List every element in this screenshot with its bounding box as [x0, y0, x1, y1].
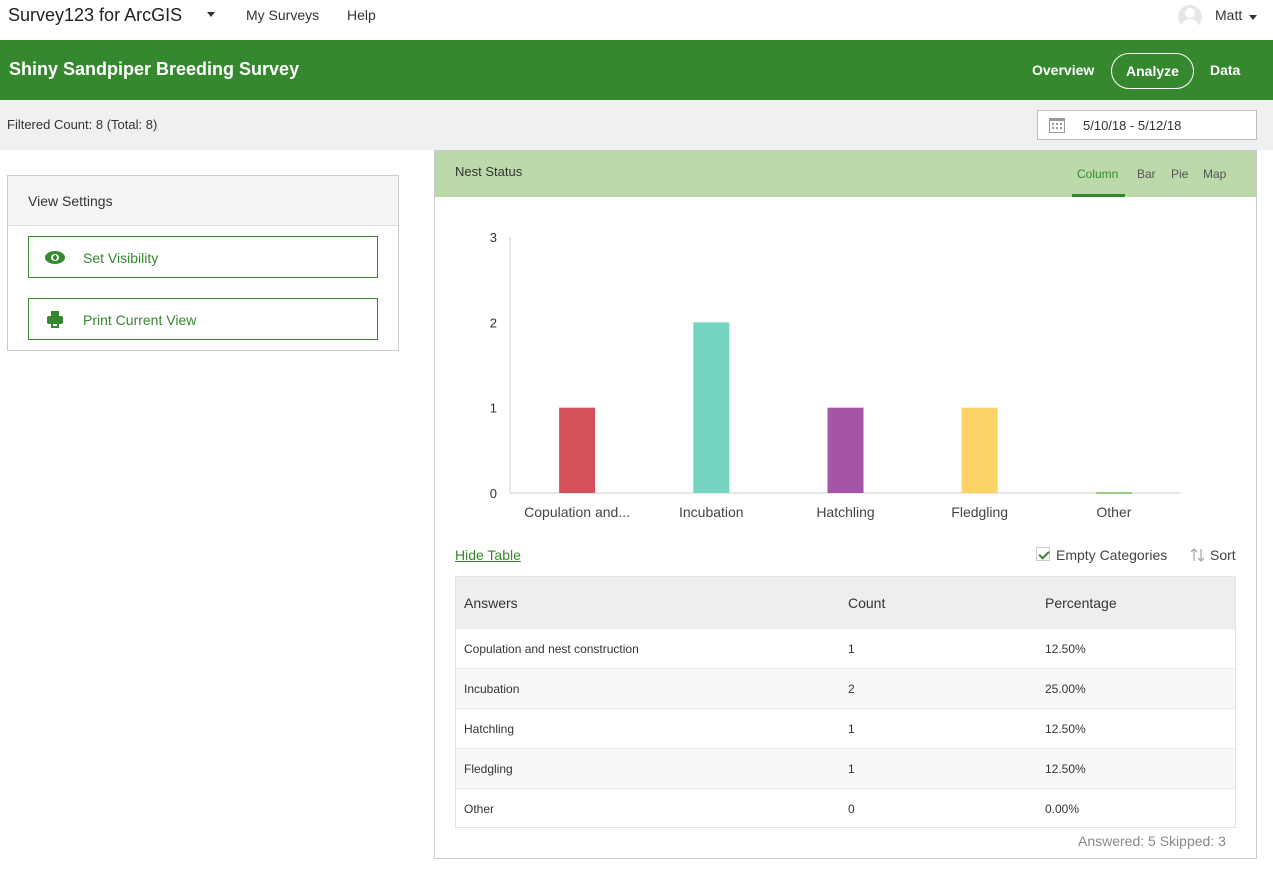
tab-overview[interactable]: Overview: [1032, 62, 1095, 78]
x-tick-label: Fledgling: [951, 504, 1008, 520]
empty-categories-label: Empty Categories: [1056, 547, 1168, 563]
table-header: Answers Count Percentage: [456, 577, 1235, 628]
set-visibility-label: Set Visibility: [83, 250, 159, 266]
percentage-cell: 12.50%: [1045, 762, 1086, 776]
y-tick-label: 2: [490, 315, 497, 330]
count-cell: 1: [848, 642, 855, 656]
count-cell: 1: [848, 762, 855, 776]
view-settings-panel: View Settings Set Visibility Print Curre…: [7, 175, 399, 351]
eye-icon: [45, 251, 65, 264]
print-current-view-button[interactable]: Print Current View: [28, 298, 378, 340]
tab-data[interactable]: Data: [1210, 62, 1241, 78]
date-range-picker[interactable]: 5/10/18 - 5/12/18: [1037, 110, 1257, 140]
hide-table-link[interactable]: Hide Table: [455, 547, 521, 563]
x-tick-label: Hatchling: [816, 504, 874, 520]
bar: [559, 407, 596, 493]
chart-tab-pie[interactable]: Pie: [1171, 167, 1189, 181]
column-chart: 0 1 2 3 Copulation and... Incubation Hatchling…: [490, 230, 1181, 520]
top-navigation: Survey123 for ArcGIS My Surveys Help Mat…: [0, 0, 1273, 40]
panel-header: Nest Status Column Bar Pie Map: [435, 151, 1256, 197]
answered-skipped-summary: Answered: 5 Skipped: 3: [1078, 833, 1226, 849]
x-tick-label: Copulation and...: [524, 504, 630, 520]
column-header-answers[interactable]: Answers: [464, 595, 518, 611]
percentage-cell: 0.00%: [1045, 802, 1080, 816]
sort-label: Sort: [1210, 547, 1236, 563]
column-header-percentage[interactable]: Percentage: [1045, 595, 1117, 611]
chart-tab-column[interactable]: Column: [1077, 167, 1119, 181]
x-tick-label: Other: [1096, 504, 1131, 520]
chart-tab-bar[interactable]: Bar: [1137, 167, 1156, 181]
percentage-cell: 25.00%: [1045, 682, 1086, 696]
tab-analyze[interactable]: Analyze: [1111, 53, 1194, 89]
printer-icon: [47, 311, 63, 329]
answer-cell: Copulation and nest construction: [464, 642, 639, 656]
answer-cell: Other: [464, 802, 495, 816]
user-menu-caret-icon[interactable]: [1249, 15, 1257, 20]
bar: [693, 322, 730, 493]
app-title[interactable]: Survey123 for ArcGIS: [8, 5, 183, 25]
count-cell: 1: [848, 722, 855, 736]
answer-cell: Fledgling: [464, 762, 513, 776]
count-cell: 0: [848, 802, 855, 816]
active-tab-indicator: [1072, 194, 1125, 197]
table-row: Incubation 2 25.00%: [456, 668, 1235, 708]
bar: [827, 407, 864, 493]
x-tick-label: Incubation: [679, 504, 744, 520]
answers-table: Answers Count Percentage Copulation and …: [455, 576, 1236, 828]
y-tick-label: 0: [490, 486, 497, 501]
table-row: Hatchling 1 12.50%: [456, 708, 1235, 748]
answer-cell: Incubation: [464, 682, 520, 696]
y-tick-label: 1: [490, 401, 497, 416]
column-header-count[interactable]: Count: [848, 595, 886, 611]
calendar-icon: [1049, 118, 1065, 133]
table-row: Copulation and nest construction 1 12.50…: [456, 628, 1235, 668]
percentage-cell: 12.50%: [1045, 642, 1086, 656]
user-avatar-icon[interactable]: [1178, 5, 1202, 29]
set-visibility-button[interactable]: Set Visibility: [28, 236, 378, 278]
chart-tab-map[interactable]: Map: [1203, 167, 1227, 181]
table-row: Fledgling 1 12.50%: [456, 748, 1235, 788]
filter-bar: Filtered Count: 8 (Total: 8) 5/10/18 - 5…: [0, 100, 1273, 150]
checkbox-checked-icon[interactable]: [1036, 547, 1050, 561]
view-settings-title: View Settings: [8, 176, 398, 226]
bar: [961, 407, 998, 493]
app-menu-caret-icon[interactable]: [207, 12, 215, 17]
question-panel: Nest Status Column Bar Pie Map 0 1 2 3 Copul…: [434, 150, 1257, 859]
date-range-value: 5/10/18 - 5/12/18: [1083, 118, 1182, 133]
question-title: Nest Status: [455, 164, 523, 179]
y-tick-label: 3: [490, 230, 497, 245]
percentage-cell: 12.50%: [1045, 722, 1086, 736]
sort-icon: [1190, 548, 1205, 562]
nav-help[interactable]: Help: [347, 7, 376, 23]
print-current-view-label: Print Current View: [83, 312, 197, 328]
nav-my-surveys[interactable]: My Surveys: [246, 7, 320, 23]
answer-cell: Hatchling: [464, 722, 515, 736]
table-row: Other 0 0.00%: [456, 788, 1235, 828]
count-cell: 2: [848, 682, 855, 696]
survey-title: Shiny Sandpiper Breeding Survey: [9, 59, 300, 79]
user-name[interactable]: Matt: [1215, 7, 1243, 23]
survey-header: Shiny Sandpiper Breeding Survey Overview…: [0, 40, 1273, 100]
filtered-count: Filtered Count: 8 (Total: 8): [7, 117, 158, 132]
